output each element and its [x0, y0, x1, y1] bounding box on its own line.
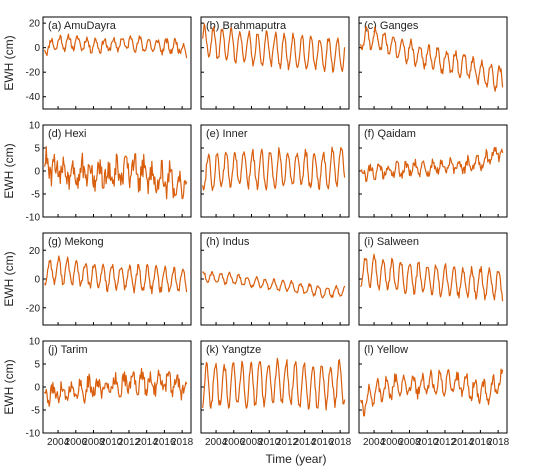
y-tick-label: 10 — [29, 121, 41, 132]
ewh-series-line — [360, 253, 504, 302]
x-tick-label: 2016 — [153, 437, 176, 448]
x-tick-label: 2006 — [223, 437, 246, 448]
ewh-series-line — [44, 367, 188, 407]
x-tick-label: 2006 — [381, 437, 404, 448]
y-tick-label: 0 — [34, 167, 40, 178]
x-tick-label: 2018 — [171, 437, 194, 448]
y-tick-label: 0 — [34, 383, 40, 394]
panel-title: (h) Indus — [206, 236, 250, 248]
ewh-series-line — [202, 23, 346, 73]
x-tick-label: 2018 — [329, 437, 352, 448]
panel-title: (j) Tarim — [48, 344, 88, 356]
panel-title: (c) Ganges — [364, 20, 419, 32]
panel-frame — [200, 16, 350, 110]
y-tick-label: -5 — [31, 406, 40, 417]
y-tick-label: -10 — [26, 213, 41, 224]
panel-title: (d) Hexi — [48, 128, 87, 140]
ewh-series-line — [44, 145, 188, 200]
ewh-series-line — [202, 271, 346, 299]
panel-title: (f) Qaidam — [364, 128, 416, 140]
ewh-series-line — [44, 33, 188, 59]
ewh-series-line — [360, 25, 504, 92]
ewh-series-line — [202, 357, 346, 411]
y-tick-label: -40 — [26, 92, 41, 103]
panel-3: (c) Ganges — [358, 16, 508, 110]
ewh-series-line — [202, 146, 346, 191]
panel-8: (h) Indus — [200, 232, 350, 326]
y-tick-label: 20 — [29, 246, 41, 257]
panel-title: (a) AmuDayra — [48, 20, 117, 32]
x-tick-label: 2012 — [118, 437, 141, 448]
panel-4: (d) Hexi — [42, 124, 192, 218]
panel-title: (k) Yangtze — [206, 344, 261, 356]
y-axis-title: EWH (cm) — [2, 35, 16, 90]
panel-title: (b) Brahmaputra — [206, 20, 287, 32]
x-tick-label: 2018 — [487, 437, 510, 448]
panel-11: (k) Yangtze — [200, 340, 350, 434]
y-axis-labels: 20 0 -20 -40 10 5 0 -5 -10 20 0 -20 10 5 0 -5 -10 EWH (cm… — [2, 19, 40, 440]
x-tick-label: 2016 — [469, 437, 492, 448]
y-tick-label: 20 — [29, 19, 41, 30]
y-tick-label: 5 — [34, 360, 40, 371]
x-tick-label: 2014 — [136, 437, 159, 448]
x-tick-label: 2004 — [363, 437, 386, 448]
panel-10: (j) Tarim — [42, 340, 192, 434]
panel-7: (g) Mekong — [42, 232, 192, 326]
panel-title: (l) Yellow — [364, 344, 408, 356]
x-axis-title: Time (year) — [266, 452, 327, 466]
y-tick-label: -5 — [31, 190, 40, 201]
x-tick-label: 2008 — [240, 437, 263, 448]
panel-title: (e) Inner — [206, 128, 248, 140]
x-tick-label: 2004 — [47, 437, 70, 448]
y-tick-label: 10 — [29, 337, 41, 348]
ewh-series-line — [360, 368, 504, 417]
ewh-series-line — [360, 146, 504, 183]
panel-frame — [42, 16, 192, 110]
x-tick-label: 2010 — [416, 437, 439, 448]
ewh-series-line — [44, 255, 188, 295]
panel-frame — [358, 16, 508, 110]
panel-title: (g) Mekong — [48, 236, 104, 248]
panel-6: (f) Qaidam — [358, 124, 508, 218]
y-tick-label: 0 — [34, 275, 40, 286]
x-tick-label: 2014 — [294, 437, 317, 448]
panel-9: (i) Salween — [358, 232, 508, 326]
y-axis-title: EWH (cm) — [2, 359, 16, 414]
panel-2: (b) Brahmaputra — [200, 16, 350, 110]
y-tick-label: 0 — [34, 43, 40, 54]
x-tick-label: 2010 — [100, 437, 123, 448]
x-tick-label: 2012 — [434, 437, 457, 448]
x-tick-label: 2008 — [398, 437, 421, 448]
y-tick-label: 5 — [34, 144, 40, 155]
y-tick-label: -20 — [26, 303, 41, 314]
y-axis-title: EWH (cm) — [2, 143, 16, 198]
y-tick-label: -20 — [26, 68, 41, 79]
x-tick-label: 2010 — [258, 437, 281, 448]
y-tick-label: -10 — [26, 429, 41, 440]
x-tick-label: 2016 — [311, 437, 334, 448]
panel-12: (l) Yellow — [358, 340, 508, 434]
x-tick-label: 2008 — [82, 437, 105, 448]
y-axis-title: EWH (cm) — [2, 251, 16, 306]
panel-title: (i) Salween — [364, 236, 419, 248]
x-tick-label: 2012 — [276, 437, 299, 448]
x-tick-label: 2014 — [452, 437, 475, 448]
panel-1: (a) AmuDayra — [42, 16, 192, 110]
x-tick-label: 2004 — [205, 437, 228, 448]
x-tick-label: 2006 — [65, 437, 88, 448]
panel-5: (e) Inner — [200, 124, 350, 218]
panel-grid: (a) AmuDayra (b) Brahmaputra (c) Ganges (d)… — [42, 16, 508, 434]
